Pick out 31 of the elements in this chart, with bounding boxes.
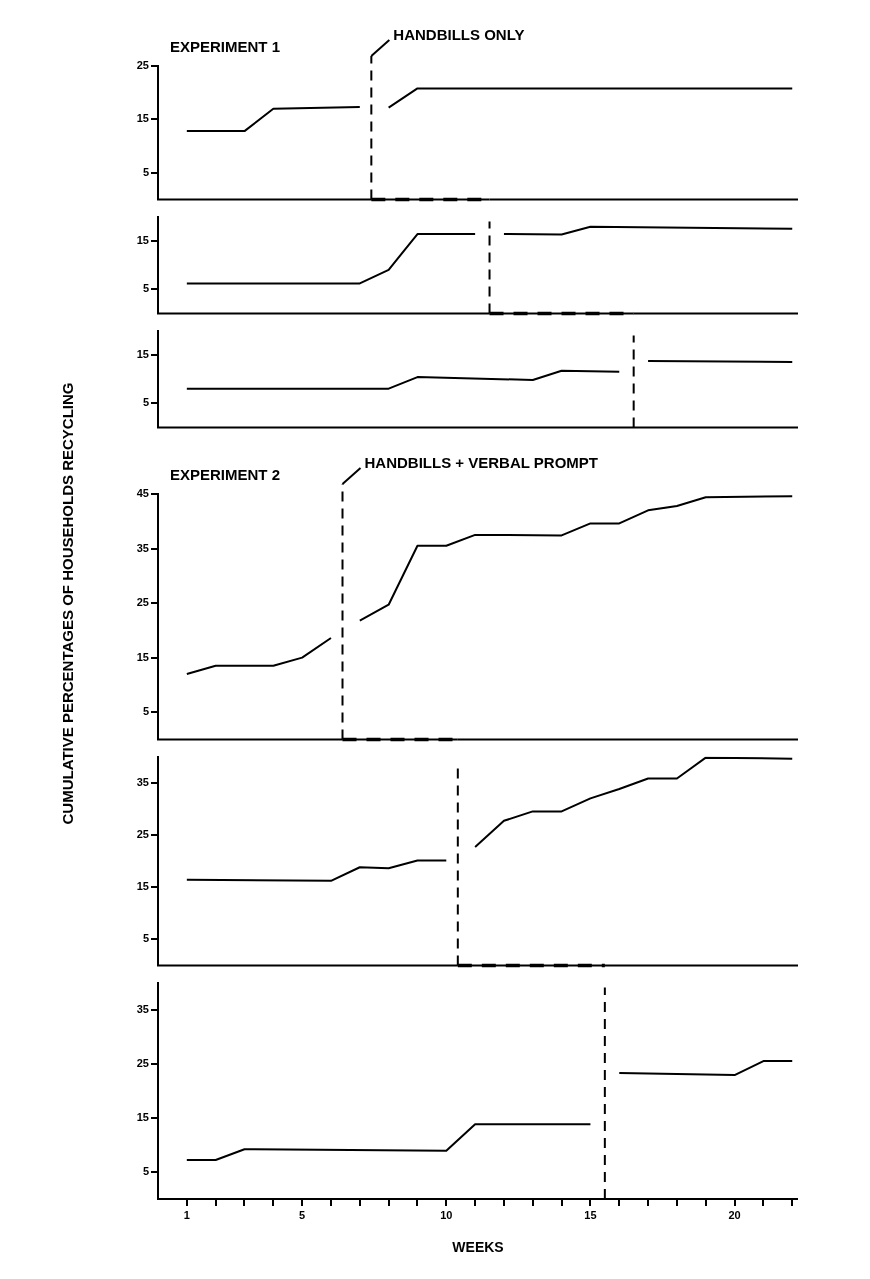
y-tick-label: 15 [136,1110,149,1123]
y-tick-label: 5 [142,1164,149,1177]
y-tick-label: 5 [142,282,149,295]
ref-line-label: HANDBILLS + VERBAL PROMPT [364,454,598,471]
y-tick-label: 35 [136,775,149,788]
y-tick-label: 15 [136,650,149,663]
x-tick-label: 5 [299,1208,306,1221]
ref-line-label: HANDBILLS ONLY [393,26,525,43]
x-tick-label: 1 [183,1208,190,1221]
y-tick-label: 5 [142,396,149,409]
x-tick-label: 15 [584,1208,597,1221]
chart-title: EXPERIMENT 2 [170,466,281,483]
chart-title: EXPERIMENT 1 [170,38,281,55]
x-axis-title: WEEKS [452,1239,504,1256]
y-tick-label: 5 [142,932,149,945]
y-axis-title: CUMULATIVE PERCENTAGES OF HOUSEHOLDS RECYCLING [59,382,77,824]
y-tick-label: 25 [136,827,149,840]
y-tick-label: 15 [136,112,149,125]
y-tick-label: 15 [136,233,149,246]
y-tick-label: 35 [136,541,149,554]
y-tick-label: 15 [136,880,149,893]
y-tick-label: 35 [136,1002,149,1015]
x-tick-label: 10 [440,1208,453,1221]
y-tick-label: 5 [142,705,149,718]
x-tick-label: 20 [728,1208,741,1221]
y-tick-label: 25 [136,1056,149,1069]
y-tick-label: 25 [136,59,149,72]
y-tick-label: 15 [136,347,149,360]
y-tick-label: 45 [136,487,149,500]
y-tick-label: 5 [142,165,149,178]
y-tick-label: 25 [136,596,149,609]
